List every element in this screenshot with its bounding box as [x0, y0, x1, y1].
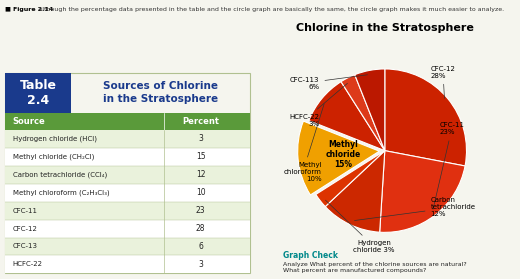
- Text: 3: 3: [198, 134, 203, 143]
- Text: CFC-12: CFC-12: [12, 225, 37, 232]
- Bar: [5, 184, 250, 202]
- Bar: [5, 113, 250, 130]
- Text: 15: 15: [196, 152, 205, 161]
- Text: Although the percentage data presented in the table and the circle graph are bas: Although the percentage data presented i…: [36, 7, 504, 12]
- Text: Methyl
chloride
15%: Methyl chloride 15%: [326, 140, 361, 169]
- Text: Carbon
tetrachloride
12%: Carbon tetrachloride 12%: [355, 197, 476, 220]
- Text: CFC-12
28%: CFC-12 28%: [431, 66, 456, 98]
- Text: HCFC-22
3%: HCFC-22 3%: [290, 83, 347, 127]
- Wedge shape: [316, 151, 385, 206]
- Text: Hydrogen chloride (HCl): Hydrogen chloride (HCl): [12, 136, 97, 142]
- Wedge shape: [297, 121, 380, 195]
- Text: Methyl
chloroform
10%: Methyl chloroform 10%: [284, 104, 324, 182]
- Text: Source: Source: [12, 117, 45, 126]
- Text: Hydrogen
chloride 3%: Hydrogen chloride 3%: [326, 200, 395, 253]
- Text: CFC-11: CFC-11: [12, 208, 37, 214]
- Text: ■ Figure 2.14: ■ Figure 2.14: [5, 7, 54, 12]
- Bar: [5, 237, 250, 256]
- Text: 10: 10: [196, 188, 205, 197]
- Wedge shape: [325, 151, 385, 232]
- Text: Table
2.4: Table 2.4: [20, 79, 57, 107]
- Wedge shape: [309, 82, 385, 151]
- Text: HCFC-22: HCFC-22: [12, 261, 43, 268]
- Text: Analyze What percent of the chlorine sources are natural?
What percent are manuf: Analyze What percent of the chlorine sou…: [283, 262, 467, 273]
- Text: CFC-113
6%: CFC-113 6%: [290, 75, 368, 90]
- Bar: [5, 202, 250, 220]
- Text: CFC-13: CFC-13: [12, 244, 37, 249]
- Text: Sources of Chlorine
in the Stratosphere: Sources of Chlorine in the Stratosphere: [103, 81, 218, 104]
- Text: Graph Check: Graph Check: [283, 251, 339, 260]
- Text: 6: 6: [198, 242, 203, 251]
- Text: CFC-11
23%: CFC-11 23%: [433, 122, 464, 209]
- Wedge shape: [385, 69, 466, 166]
- Text: 28: 28: [196, 224, 205, 233]
- Bar: [5, 130, 250, 148]
- Text: 12: 12: [196, 170, 205, 179]
- Text: Carbon tetrachloride (CCl₄): Carbon tetrachloride (CCl₄): [12, 171, 107, 178]
- Bar: [5, 256, 250, 273]
- Text: 23: 23: [196, 206, 205, 215]
- Title: Chlorine in the Stratosphere: Chlorine in the Stratosphere: [296, 23, 474, 33]
- Bar: [5, 166, 250, 184]
- Text: 3: 3: [198, 260, 203, 269]
- Wedge shape: [341, 75, 385, 151]
- Bar: [5, 73, 71, 113]
- Wedge shape: [380, 151, 465, 232]
- Text: Percent: Percent: [182, 117, 219, 126]
- Text: Methyl chloroform (C₂H₃Cl₃): Methyl chloroform (C₂H₃Cl₃): [12, 189, 109, 196]
- Bar: [5, 148, 250, 166]
- Bar: [5, 220, 250, 237]
- Text: Methyl chloride (CH₂Cl): Methyl chloride (CH₂Cl): [12, 153, 94, 160]
- Wedge shape: [355, 69, 385, 151]
